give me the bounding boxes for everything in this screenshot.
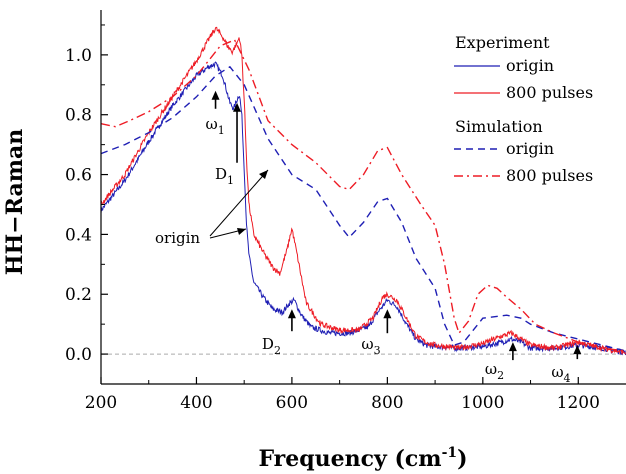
omega1-label-sub: 1	[218, 124, 225, 137]
y-tick-label-5: 1.0	[65, 46, 92, 66]
y-tick-label-2: 0.4	[65, 225, 92, 245]
y-tick-label-0: 0.0	[65, 345, 92, 365]
legend-label-1: 800 pulses	[506, 83, 593, 102]
y-tick-label-1: 0.2	[65, 285, 92, 305]
omega1-label-main: ω	[206, 115, 218, 133]
d1-arrow-head	[233, 102, 242, 112]
origin-pointer-sim	[209, 169, 269, 237]
d1-label-sub: 1	[227, 174, 234, 187]
x-tick-label-1200: 1200	[557, 393, 600, 413]
axes-layer: 200 400 600 800 1000 1200 0.0 0.2 0.4 0.6 0.8 1.0	[65, 10, 626, 413]
d1-label: D1	[215, 165, 234, 187]
y-axis-title: HH−Raman	[2, 129, 28, 276]
origin-annotation-label: origin	[155, 229, 200, 247]
legend: Experiment origin 800 pulses origin 800 puls…	[454, 33, 593, 185]
omega2-arrow-head	[508, 342, 517, 352]
omega1-label: ω1	[206, 115, 225, 137]
legend-label-3: 800 pulses	[506, 166, 593, 185]
x-tick-label-400: 400	[180, 393, 212, 413]
x-tick-label-1000: 1000	[461, 393, 504, 413]
y-tick-label-3: 0.6	[65, 166, 92, 186]
omega4-label: ω4	[551, 363, 570, 385]
x-axis-title: Frequency (cm-1)	[258, 445, 467, 472]
omega2-label: ω2	[485, 360, 504, 382]
series-line-experiment-origin	[101, 61, 626, 356]
omega3-arrow-head	[383, 309, 392, 319]
x-tick-label-600: 600	[276, 393, 308, 413]
d2-label: D2	[262, 335, 281, 357]
d2-arrow-head	[287, 309, 296, 319]
legend-label-0: origin	[506, 56, 554, 75]
d2-label-sub: 2	[274, 344, 281, 357]
series-line-experiment-800-pulses	[101, 26, 626, 355]
legend-group-simulation: Simulation	[455, 117, 543, 136]
origin-pointer-sim-head	[259, 170, 268, 179]
x-tick-label-200: 200	[85, 393, 117, 413]
omega4-label-sub: 4	[564, 372, 571, 385]
omega3-label-sub: 3	[374, 344, 381, 357]
x-axis-title-main: Frequency (cm	[258, 446, 441, 472]
omega2-label-sub: 2	[497, 369, 504, 382]
omega4-label-main: ω	[551, 363, 563, 381]
omega1-arrow-head	[211, 90, 220, 100]
legend-label-2: origin	[506, 139, 554, 158]
plot-layer	[101, 26, 626, 356]
d1-label-main: D	[215, 165, 227, 183]
omega2-label-main: ω	[485, 360, 497, 378]
x-tick-label-800: 800	[371, 393, 403, 413]
legend-group-experiment: Experiment	[455, 33, 550, 52]
y-tick-label-4: 0.8	[65, 106, 92, 126]
origin-pointer-exp-head	[237, 228, 246, 235]
d2-label-main: D	[262, 335, 274, 353]
x-axis-title-sup: -1	[442, 445, 458, 461]
x-axis-title-end: )	[457, 446, 467, 472]
omega4-arrow-head	[573, 345, 582, 355]
series-line-simulation-800-pulses	[101, 38, 626, 352]
series-line-simulation-origin	[101, 65, 626, 352]
omega3-label: ω3	[361, 335, 380, 357]
omega3-label-main: ω	[361, 335, 373, 353]
